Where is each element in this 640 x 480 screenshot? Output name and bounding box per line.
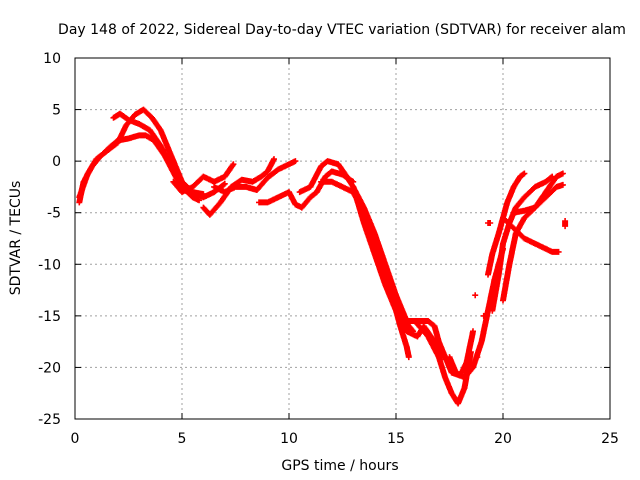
data-point-markers <box>170 161 237 196</box>
y-tick-label: -25 <box>38 412 61 428</box>
data-point-markers <box>510 170 566 216</box>
x-tick-label: 10 <box>280 431 298 447</box>
y-tick-label: -5 <box>47 206 61 222</box>
plot-frame <box>74 57 611 420</box>
x-tick-label: 0 <box>71 431 80 447</box>
y-axis-label: SDTVAR / TECUs <box>8 181 24 296</box>
y-tick-label: -15 <box>38 309 61 325</box>
y-tick-label: -10 <box>38 257 61 273</box>
series-arc-q <box>510 170 566 216</box>
data-point-markers <box>500 214 562 255</box>
series-arc-l <box>414 292 479 407</box>
chart-title: Day 148 of 2022, Sidereal Day-to-day VTE… <box>58 22 626 38</box>
y-tick-label: -20 <box>38 360 61 376</box>
data-point-markers <box>485 218 569 230</box>
data-point-markers <box>393 292 476 379</box>
y-tick-label: 5 <box>52 103 61 119</box>
data-point-markers <box>414 292 479 407</box>
y-tick-label: 10 <box>43 51 61 67</box>
data-layer <box>76 106 569 407</box>
x-tick-label: 20 <box>494 431 512 447</box>
series-arc-f <box>211 158 299 196</box>
data-point-markers <box>110 110 228 201</box>
x-tick-label: 25 <box>601 431 619 447</box>
x-tick-label: 5 <box>178 431 187 447</box>
series-arc-s <box>485 218 569 230</box>
x-axis-label: GPS time / hours <box>281 458 398 474</box>
series-arc-r <box>500 214 562 255</box>
series-arc-c <box>110 110 228 201</box>
series-arc-j <box>350 183 447 361</box>
data-point-markers <box>211 158 299 196</box>
y-tick-label: 0 <box>52 154 61 170</box>
series-arc-k <box>393 292 476 379</box>
x-tick-label: 15 <box>387 431 405 447</box>
series-arc-d <box>170 161 237 196</box>
data-point-markers <box>350 183 447 361</box>
